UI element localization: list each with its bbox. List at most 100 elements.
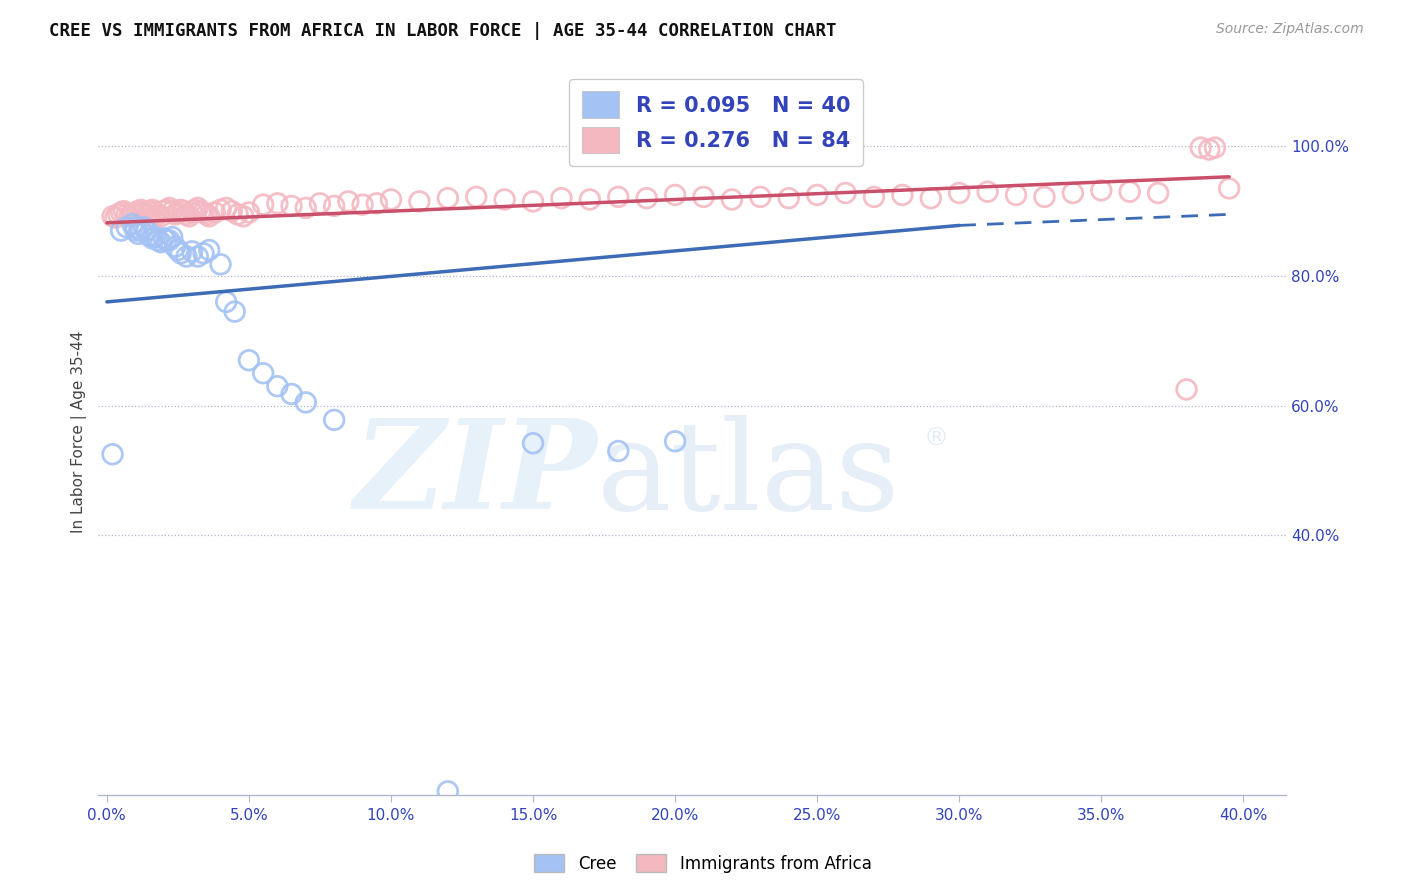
Point [121,207,143,221]
Point [522,194,544,209]
Point [1204,140,1226,154]
Text: CREE VS IMMIGRANTS FROM AFRICA IN LABOR FORCE | AGE 35-44 CORRELATION CHART: CREE VS IMMIGRANTS FROM AFRICA IN LABOR … [49,22,837,40]
Point [607,190,630,204]
Point [124,224,146,238]
Point [1090,183,1112,197]
Text: atlas: atlas [598,415,900,536]
Point [127,204,149,219]
Point [280,199,302,213]
Point [976,185,998,199]
Point [465,190,488,204]
Point [115,207,138,221]
Point [579,193,602,207]
Point [1062,186,1084,200]
Point [146,207,169,221]
Point [863,190,886,204]
Point [165,207,187,221]
Point [1005,188,1028,202]
Point [1218,181,1240,195]
Point [143,230,166,244]
Point [101,210,124,224]
Point [170,202,193,217]
Point [721,193,744,207]
Point [181,244,204,259]
Point [232,210,254,224]
Point [294,395,316,409]
Point [167,243,190,257]
Point [143,205,166,219]
Point [337,194,360,209]
Point [141,202,163,217]
Point [138,228,160,243]
Point [224,304,246,318]
Point [110,205,132,219]
Point [160,204,183,219]
Point [115,220,138,235]
Point [173,204,195,219]
Y-axis label: In Labor Force | Age 35-44: In Labor Force | Age 35-44 [72,330,87,533]
Point [494,193,516,207]
Point [1198,143,1220,157]
Point [550,191,572,205]
Text: Source: ZipAtlas.com: Source: ZipAtlas.com [1216,22,1364,37]
Point [176,207,198,221]
Point [437,784,460,798]
Point [135,207,157,221]
Point [141,231,163,245]
Point [238,205,260,219]
Point [107,207,129,221]
Point [1147,186,1170,200]
Point [138,204,160,219]
Point [124,205,146,219]
Point [184,202,207,217]
Point [891,188,914,202]
Point [323,199,346,213]
Text: ®: ® [924,426,949,450]
Point [692,190,714,204]
Point [522,436,544,450]
Point [149,210,172,224]
Point [636,191,658,205]
Point [195,207,218,221]
Point [135,224,157,238]
Point [155,233,177,247]
Point [129,224,152,238]
Point [1175,383,1198,397]
Point [221,204,243,219]
Point [155,202,177,217]
Point [127,227,149,241]
Point [664,188,686,202]
Point [187,201,209,215]
Point [104,211,127,225]
Point [132,220,155,235]
Point [948,186,970,200]
Point [664,434,686,449]
Point [181,205,204,219]
Point [187,250,209,264]
Point [152,204,174,219]
Point [118,210,141,224]
Point [920,191,942,205]
Point [238,353,260,368]
Point [129,202,152,217]
Point [1189,140,1212,154]
Point [252,366,274,380]
Point [252,197,274,211]
Point [165,240,187,254]
Point [834,186,856,200]
Legend: Cree, Immigrants from Africa: Cree, Immigrants from Africa [527,847,879,880]
Point [167,205,190,219]
Point [124,220,146,235]
Point [190,204,212,219]
Point [226,207,249,221]
Point [309,196,332,211]
Point [215,201,238,215]
Point [146,233,169,247]
Point [806,188,828,202]
Point [179,210,201,224]
Point [280,387,302,401]
Point [132,205,155,219]
Text: ZIP: ZIP [353,415,598,536]
Point [1118,185,1140,199]
Point [607,444,630,458]
